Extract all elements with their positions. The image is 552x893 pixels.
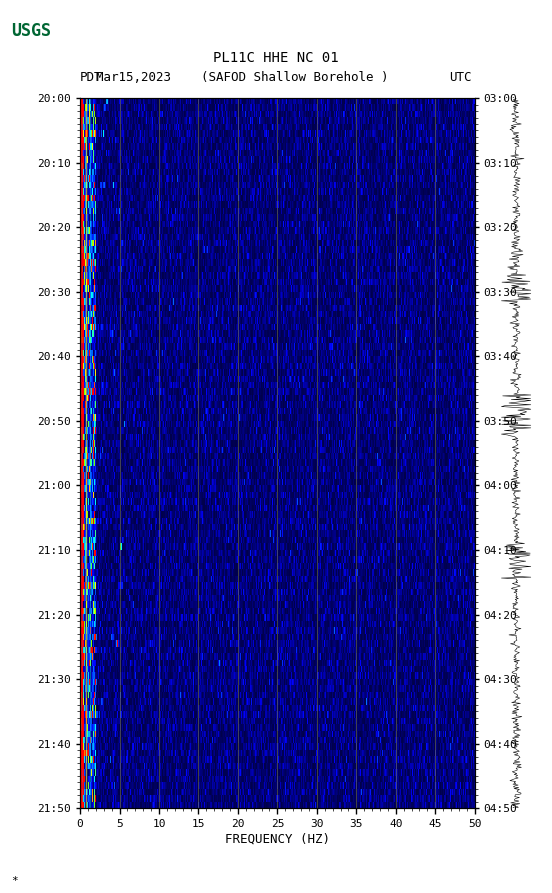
Text: USGS: USGS bbox=[11, 22, 51, 40]
Text: *: * bbox=[11, 876, 18, 886]
Text: UTC: UTC bbox=[449, 71, 472, 84]
Text: PL11C HHE NC 01: PL11C HHE NC 01 bbox=[213, 51, 339, 65]
X-axis label: FREQUENCY (HZ): FREQUENCY (HZ) bbox=[225, 833, 330, 846]
Text: Mar15,2023    (SAFOD Shallow Borehole ): Mar15,2023 (SAFOD Shallow Borehole ) bbox=[96, 71, 456, 84]
Text: PDT: PDT bbox=[80, 71, 103, 84]
